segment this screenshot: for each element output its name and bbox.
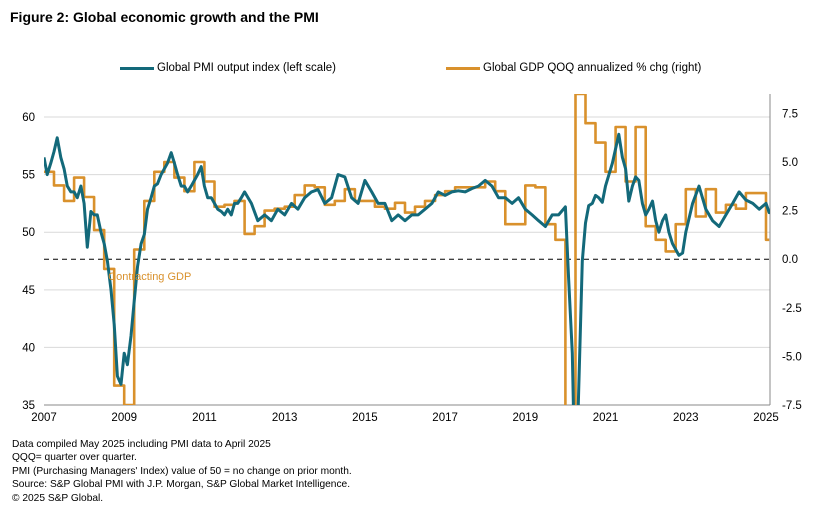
series-line-gdp [44, 94, 770, 405]
footnote-5: © 2025 S&P Global. [12, 492, 104, 504]
x-tick-label: 2009 [111, 412, 137, 424]
x-tick-label: 2023 [673, 412, 699, 424]
series-line-pmi [44, 132, 770, 405]
contracting-gdp-annotation: Contracting GDP [108, 271, 191, 283]
legend-swatch-gdp [446, 66, 480, 70]
y-right-tick-label: 2.5 [782, 206, 798, 218]
axes [44, 94, 771, 406]
footnotes: Data compiled May 2025 including PMI dat… [12, 438, 352, 505]
footnote-4: Source: S&P Global PMI with J.P. Morgan,… [12, 479, 351, 491]
x-tick-label: 2017 [432, 412, 458, 424]
tick-labels: 35 40 45 50 55 60 7.5 5.0 2.5 0.0 -2.5 -5.0 -7.5 2007… [22, 108, 802, 424]
y-left-tick-label: 60 [22, 112, 35, 124]
x-tick-label: 2013 [272, 412, 298, 424]
legend-item-gdp: Global GDP QOQ annualized % chg (right) [446, 62, 701, 74]
y-right-tick-label: -2.5 [782, 303, 802, 315]
x-tick-label: 2011 [192, 412, 217, 424]
x-tick-label: 2015 [352, 412, 378, 424]
legend-label-gdp: Global GDP QOQ annualized % chg (right) [483, 62, 702, 74]
y-right-tick-label: 5.0 [782, 157, 798, 169]
legend-swatch-pmi [120, 66, 154, 70]
y-left-tick-label: 55 [22, 170, 35, 182]
gridlines [44, 116, 770, 348]
footnote-3: PMI (Purchasing Managers' Index) value o… [12, 465, 352, 477]
legend-item-pmi: Global PMI output index (left scale) [120, 62, 336, 74]
y-left-tick-label: 45 [22, 285, 35, 297]
footnote-2: QQQ= quarter over quarter. [12, 452, 137, 464]
footnote-1: Data compiled May 2025 including PMI dat… [12, 439, 271, 450]
y-right-tick-label: -7.5 [782, 400, 802, 412]
x-tick-label: 2007 [31, 412, 57, 424]
y-left-tick-label: 40 [22, 342, 35, 354]
legend-label-pmi: Global PMI output index (left scale) [157, 62, 336, 74]
x-tick-label: 2025 [753, 412, 779, 424]
series-lines [44, 94, 770, 405]
y-right-tick-label: 7.5 [782, 108, 798, 120]
y-left-tick-label: 50 [22, 227, 35, 239]
y-right-tick-label: -5.0 [782, 351, 802, 363]
chart-title: Figure 2: Global economic growth and the… [10, 9, 319, 25]
x-tick-label: 2021 [593, 412, 619, 424]
y-right-tick-label: 0.0 [782, 254, 798, 266]
y-left-tick-label: 35 [22, 400, 35, 412]
x-tick-label: 2019 [513, 412, 539, 424]
